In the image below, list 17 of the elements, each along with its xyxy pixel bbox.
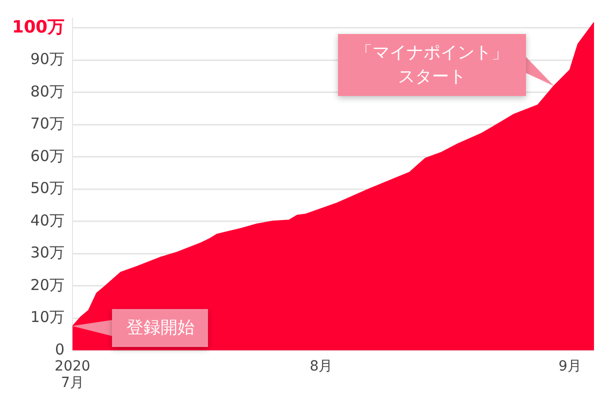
y-tick-label: 40万 (30, 211, 64, 230)
y-tick-label: 20万 (30, 276, 64, 294)
y-tick-label: 80万 (30, 82, 64, 100)
y-tick-label: 70万 (30, 114, 64, 133)
callout: 「マイナポイント」スタート (338, 34, 554, 96)
y-tick-label: 50万 (30, 179, 64, 198)
x-tick-label: 2020 7月 (54, 358, 90, 392)
callout: 登録開始 (72, 309, 208, 348)
y-tick-label: 10万 (30, 308, 64, 326)
y-tick-label: 60万 (30, 146, 64, 165)
x-tick-label: 9月 (558, 358, 582, 374)
x-tick-label: 8月 (310, 358, 333, 374)
y-tick-label: 100万 (12, 17, 64, 38)
y-tick-label: 90万 (30, 50, 64, 68)
annotation: 登録開始 (112, 309, 208, 348)
y-tick-label: 30万 (30, 244, 64, 262)
y-tick-label: 0 (54, 340, 64, 358)
